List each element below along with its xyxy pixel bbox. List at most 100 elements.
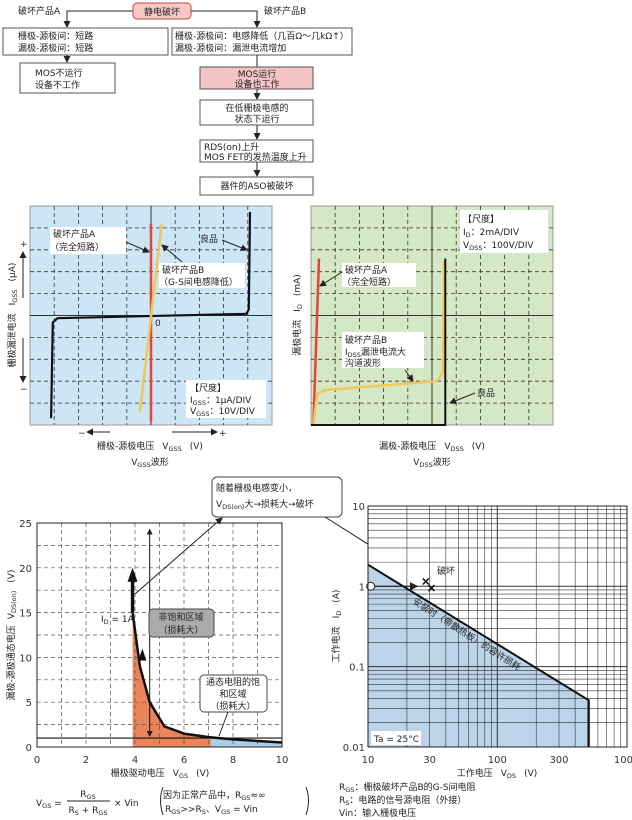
flowchart: 静电破坏 破坏产品A 破坏产品B 栅极-源极间：短路 漏极-源极间：短路 MOS… bbox=[2, 2, 353, 196]
scope-curves bbox=[50, 211, 252, 422]
damaged-a-curve bbox=[312, 258, 321, 426]
flow-arrow bbox=[191, 10, 261, 28]
a-result-line: 设备不工作 bbox=[35, 79, 80, 91]
b-step-line: 在低栅极电感的 bbox=[225, 102, 288, 114]
callout: 随着栅极电感变小， VDS(on)大→损耗大→破坏 bbox=[134, 476, 421, 595]
b-step-box bbox=[199, 176, 314, 196]
pointer-arrow bbox=[449, 392, 476, 405]
nonsat-region-label: 非饱和区域 bbox=[158, 611, 203, 623]
flow-arrow bbox=[63, 10, 133, 28]
y-axis-title: 漏极电流ID(mA) bbox=[291, 274, 304, 356]
id-label: ID = 1A bbox=[101, 615, 135, 626]
svg-text:RS + RGS: RS + RGS bbox=[68, 806, 107, 817]
break-cross-mark bbox=[422, 577, 430, 585]
sat-region-label: （损耗大） bbox=[210, 700, 255, 712]
svg-text:× Vin: × Vin bbox=[114, 799, 139, 809]
y-axis-title: 栅极漏泄电流IGSS(μA) bbox=[6, 263, 19, 368]
good-label: 良品 bbox=[477, 387, 495, 399]
scope-curves bbox=[311, 258, 447, 426]
label-box bbox=[50, 227, 126, 254]
b-step-line: 设备也工作 bbox=[234, 78, 279, 90]
svg-text:因为正常产品中，RGS≈∞: 因为正常产品中，RGS≈∞ bbox=[163, 789, 265, 802]
x-tick-label: 0 bbox=[34, 755, 40, 766]
scope-caption: VGSS波形 bbox=[131, 456, 168, 469]
b-step-line: RDS(on)上升 bbox=[204, 142, 259, 153]
damaged-b-label: IDSS漏泄电流大 bbox=[345, 346, 406, 359]
operating-point bbox=[366, 581, 376, 591]
minus-sign: − bbox=[78, 429, 86, 439]
damaged-b-curve bbox=[138, 223, 163, 413]
x-tick-label: 6 bbox=[181, 755, 187, 766]
x-tick-label: 1000 bbox=[614, 755, 632, 766]
scale-box bbox=[460, 210, 548, 253]
a-condition-line: 栅极-源极间：短路 bbox=[18, 30, 93, 42]
svg-text:RGS>>RS、VGS = Vin: RGS>>RS、VGS = Vin bbox=[165, 805, 258, 816]
root-node-label: 静电破坏 bbox=[144, 6, 180, 18]
note-line: RGS：栅极破坏产品B的G-S间电阻 bbox=[339, 781, 476, 794]
plot-frame bbox=[367, 505, 628, 748]
scale-voltage: VDSS：100V/DIV bbox=[463, 241, 534, 252]
damaged-b-label: 破坏产品B bbox=[345, 334, 387, 346]
note-line: Vin：输入栅极电压 bbox=[339, 807, 416, 819]
minus-sign: − bbox=[20, 385, 28, 395]
b-step-line: 状态下运行 bbox=[234, 113, 279, 125]
sat-region-label: 通态电阻的饱 bbox=[206, 676, 260, 688]
branch-b-label: 破坏产品B bbox=[264, 5, 306, 17]
x-tick-label: 2 bbox=[83, 755, 89, 766]
pointer-arrow bbox=[221, 239, 248, 252]
a-condition-box bbox=[2, 27, 169, 56]
nonsat-region-label: （损耗大） bbox=[158, 624, 203, 636]
damaged-a-label: 破坏产品A bbox=[345, 264, 388, 276]
y-tick-label: 10 bbox=[19, 653, 32, 664]
sat-region-box bbox=[199, 674, 268, 713]
x-tick-label: 300 bbox=[549, 755, 568, 766]
scale-voltage: VGSS：10V/DIV bbox=[190, 407, 256, 418]
y-tick-label: 0.1 bbox=[349, 663, 365, 674]
parentheses bbox=[160, 786, 309, 816]
plot-frame bbox=[36, 522, 283, 748]
y-tick-label: 20 bbox=[19, 564, 32, 575]
soa-chart: 103010030010001010.10.01 破坏 安装时（带散热板）的容许… bbox=[330, 502, 632, 819]
scale-current: IGSS：1μA/DIV bbox=[190, 396, 252, 407]
y-axis-title: 工作电流ID(A) bbox=[330, 590, 343, 663]
sat-region-label: 和区域 bbox=[219, 688, 246, 700]
good-label: 良品 bbox=[200, 233, 218, 245]
label-box bbox=[342, 332, 424, 368]
callout-line: 随着栅极电感变小， bbox=[216, 482, 297, 494]
scope-caption: VDSS波形 bbox=[413, 456, 450, 469]
b-condition-line: 栅极-源极间：电感降低（几百Ω～几kΩ↑） bbox=[175, 30, 349, 42]
root-node bbox=[132, 2, 192, 20]
vds-on-chart: 0 2 4 6 8 10 0 5 10 15 20 25 ID = 1A 非饱和区域 （损耗大） 通态… bbox=[5, 519, 309, 817]
note-line: RS：电路的信号源电阻（外接） bbox=[339, 794, 466, 807]
x-tick-label: 10 bbox=[362, 755, 375, 766]
y-tick-label: 15 bbox=[19, 609, 32, 620]
branch-a-label: 破坏产品A bbox=[18, 5, 61, 17]
damaged-b-label: 沟道波形 bbox=[345, 357, 381, 369]
y-tick-label: 10 bbox=[352, 502, 365, 513]
damaged-b-label: （G-S间电感降低） bbox=[159, 276, 238, 288]
curve-arrow-head bbox=[138, 648, 147, 661]
y-tick-label: 1 bbox=[359, 582, 365, 593]
scale-current: ID：2mA/DIV bbox=[463, 228, 520, 239]
b-step-line: MOS运行 bbox=[238, 68, 277, 80]
damaged-a-label: 破坏产品A bbox=[53, 228, 96, 240]
scale-box bbox=[186, 380, 266, 418]
x-axis-title: 栅极驱动电压 VGS (V) bbox=[111, 767, 210, 780]
plus-sign: + bbox=[219, 429, 227, 439]
callout-line: VDS(on)大→损耗大→破坏 bbox=[216, 498, 314, 511]
y-tick-label: 25 bbox=[19, 519, 32, 530]
x-tick-label: 4 bbox=[132, 755, 138, 766]
vgs-formula: VGS = RGS RS + RGS × Vin 因为正常产品中，RGS≈∞ R… bbox=[36, 786, 309, 817]
nonsat-region-box bbox=[148, 608, 215, 638]
scale-title: 【尺度】 bbox=[463, 213, 499, 225]
x-tick-label: 8 bbox=[230, 755, 236, 766]
label-box bbox=[342, 263, 416, 287]
plus-sign: + bbox=[20, 240, 28, 250]
origin-label: 0 bbox=[155, 319, 161, 329]
damaged-b-label: 破坏产品B bbox=[162, 264, 204, 276]
rising-arrow-head bbox=[127, 567, 138, 582]
x-tick-label: 100 bbox=[488, 755, 507, 766]
x-axis-title: 漏极-源极电压 VDSS (V) bbox=[379, 440, 485, 453]
damaged-a-label: （完全短路） bbox=[342, 276, 396, 288]
